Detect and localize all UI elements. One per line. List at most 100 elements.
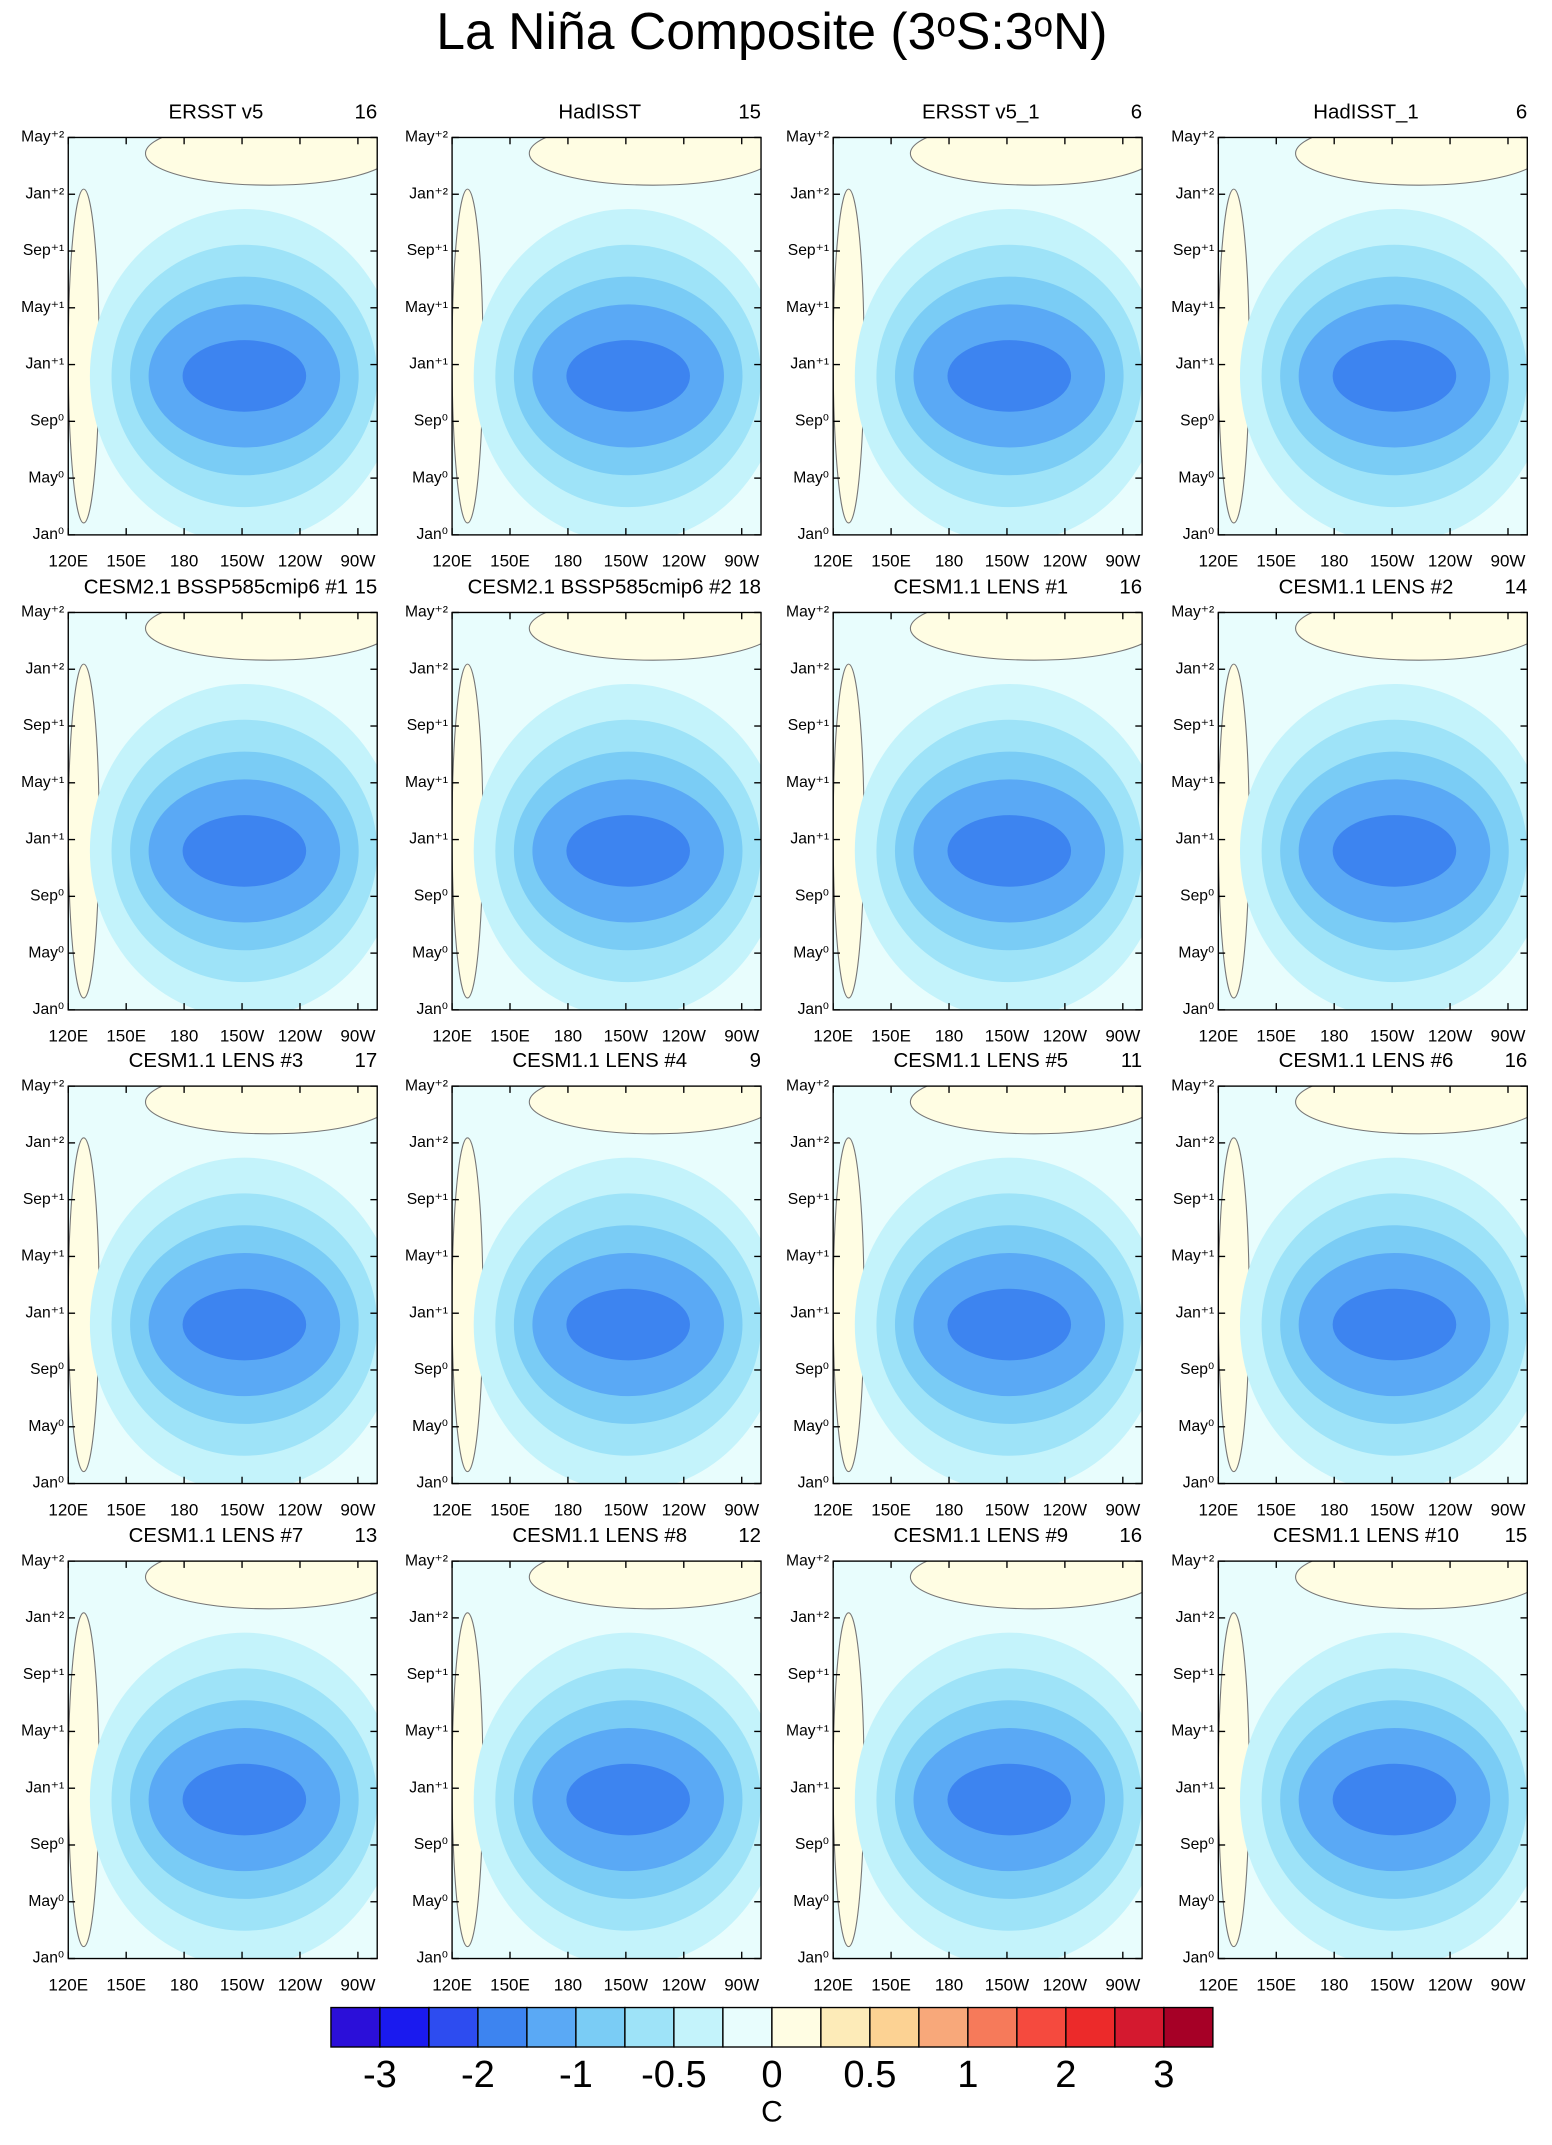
- x-tick-label: 120E: [813, 1027, 853, 1046]
- y-tick-label: May⁰: [28, 1418, 64, 1435]
- y-tick-label: Sep⁰: [1180, 887, 1214, 904]
- y-tick-label: Jan⁰: [798, 1475, 829, 1492]
- colorbar-label: 0.5: [843, 2054, 896, 2096]
- y-tick-label: May⁺²: [21, 129, 64, 146]
- panel-title: HadISST_1: [1313, 101, 1419, 123]
- x-tick-label: 90W: [1491, 552, 1526, 571]
- x-tick-label: 120E: [1198, 1500, 1238, 1519]
- y-tick-label: May⁺²: [21, 1077, 64, 1094]
- panel-title: CESM1.1 LENS #7: [129, 1525, 304, 1547]
- y-tick-label: May⁰: [1178, 944, 1214, 961]
- y-tick-label: May⁺²: [786, 129, 829, 146]
- y-tick-label: Jan⁺²: [25, 660, 64, 677]
- x-tick-label: 150E: [871, 1975, 911, 1994]
- colorbar-box: [1065, 2006, 1116, 2048]
- y-tick-label: May⁺¹: [21, 1723, 64, 1740]
- colorbar-label: 0: [761, 2054, 782, 2096]
- x-tick-label: 180: [554, 1975, 582, 1994]
- y-tick-label: Jan⁺²: [790, 660, 829, 677]
- x-tick-label: 150W: [220, 1027, 264, 1046]
- y-tick-label: Jan⁰: [416, 1001, 448, 1018]
- panel-count: 16: [355, 101, 378, 123]
- x-tick-label: 150W: [604, 552, 648, 571]
- panel-title: CESM1.1 LENS #9: [894, 1525, 1069, 1547]
- warm-top: [1295, 1086, 1528, 1135]
- x-tick-label: 150E: [1256, 1027, 1296, 1046]
- contour-band: [947, 1763, 1072, 1836]
- y-tick-label: May⁺¹: [1171, 299, 1214, 316]
- y-tick-label: May⁺¹: [21, 774, 64, 791]
- x-tick-label: 120E: [813, 552, 853, 571]
- x-tick-label: 180: [170, 1975, 198, 1994]
- warm-top: [528, 1561, 762, 1610]
- colorbar-box: [820, 2006, 871, 2048]
- contour-band: [182, 815, 307, 887]
- y-tick-label: May⁺²: [786, 1077, 829, 1094]
- colorbar-label: -3: [363, 2054, 397, 2096]
- x-tick-label: 120W: [1428, 1975, 1472, 1994]
- colorbar-box: [722, 2006, 773, 2048]
- y-tick-label: Sep⁰: [30, 412, 64, 429]
- x-tick-label: 150E: [871, 1500, 911, 1519]
- panel-frame: [451, 136, 762, 536]
- x-tick-label: 150W: [985, 1027, 1029, 1046]
- y-tick-label: Sep⁺¹: [1173, 1666, 1214, 1683]
- y-tick-label: Jan⁰: [416, 1950, 448, 1967]
- x-tick-label: 180: [554, 1027, 582, 1046]
- y-tick-label: May⁺¹: [405, 299, 448, 316]
- x-tick-label: 180: [935, 552, 963, 571]
- panel-frame: [67, 1085, 378, 1485]
- warm-top: [144, 612, 378, 661]
- contour-field: [68, 1086, 378, 1484]
- x-tick-label: 120E: [1198, 1027, 1238, 1046]
- y-tick-label: Jan⁰: [33, 1950, 64, 1967]
- contour-band: [947, 815, 1072, 887]
- colorbar-box: [526, 2006, 577, 2048]
- x-tick-label: 180: [1320, 1975, 1348, 1994]
- y-tick-label: Sep⁰: [1180, 1836, 1214, 1853]
- x-tick-label: 90W: [340, 1975, 375, 1994]
- x-tick-label: 120E: [48, 1500, 88, 1519]
- y-tick-label: May⁰: [412, 1418, 448, 1435]
- x-tick-label: 150W: [220, 552, 264, 571]
- panel: 120E 150E 180 150W 120W 90W Jan⁰ May⁰ Sep⁰ Jan⁺¹ M…: [786, 576, 1143, 1046]
- warm-top: [909, 1086, 1143, 1135]
- warm-top: [909, 612, 1143, 661]
- y-tick-label: Sep⁰: [414, 1836, 448, 1853]
- y-tick-label: May⁺²: [786, 1552, 829, 1569]
- warm-top: [909, 1561, 1143, 1610]
- y-tick-label: Jan⁰: [33, 526, 64, 543]
- x-tick-label: 120W: [1428, 1500, 1472, 1519]
- x-tick-label: 180: [170, 1500, 198, 1519]
- y-tick-label: Jan⁺¹: [1176, 1779, 1215, 1796]
- panel: 120E 150E 180 150W 120W 90W Jan⁰ May⁰ Sep⁰ Jan⁺¹ M…: [405, 1525, 762, 1994]
- y-tick-label: May⁺²: [1171, 129, 1214, 146]
- x-tick-label: 180: [170, 1027, 198, 1046]
- x-tick-label: 150W: [985, 1500, 1029, 1519]
- y-tick-label: May⁺¹: [1171, 1248, 1214, 1265]
- x-tick-label: 90W: [724, 1500, 759, 1519]
- warm-top: [144, 1086, 378, 1135]
- panel: 120E 150E 180 150W 120W 90W Jan⁰ May⁰ Sep⁰ Jan⁺¹ M…: [21, 1050, 378, 1519]
- x-tick-label: 150E: [490, 1975, 530, 1994]
- contour-band: [1332, 1763, 1457, 1836]
- y-tick-label: Sep⁺¹: [788, 717, 829, 734]
- x-tick-label: 150W: [1370, 1500, 1414, 1519]
- panel-title: CESM1.1 LENS #10: [1273, 1525, 1459, 1547]
- y-tick-label: Sep⁰: [30, 1836, 64, 1853]
- y-tick-label: May⁰: [28, 469, 64, 486]
- x-tick-label: 90W: [724, 552, 759, 571]
- contour-field: [833, 1561, 1143, 1959]
- y-tick-label: May⁺¹: [786, 774, 829, 791]
- x-tick-label: 120W: [1043, 552, 1087, 571]
- y-tick-label: May⁰: [1178, 1418, 1214, 1435]
- warm-top: [1295, 612, 1528, 661]
- x-tick-label: 150E: [490, 1500, 530, 1519]
- x-tick-label: 150E: [106, 1500, 146, 1519]
- y-tick-label: May⁺¹: [21, 1248, 64, 1265]
- contour-band: [947, 1288, 1072, 1361]
- panel-count: 16: [1505, 1050, 1528, 1072]
- y-tick-label: Sep⁺¹: [407, 1191, 448, 1208]
- y-tick-label: May⁺²: [1171, 604, 1214, 621]
